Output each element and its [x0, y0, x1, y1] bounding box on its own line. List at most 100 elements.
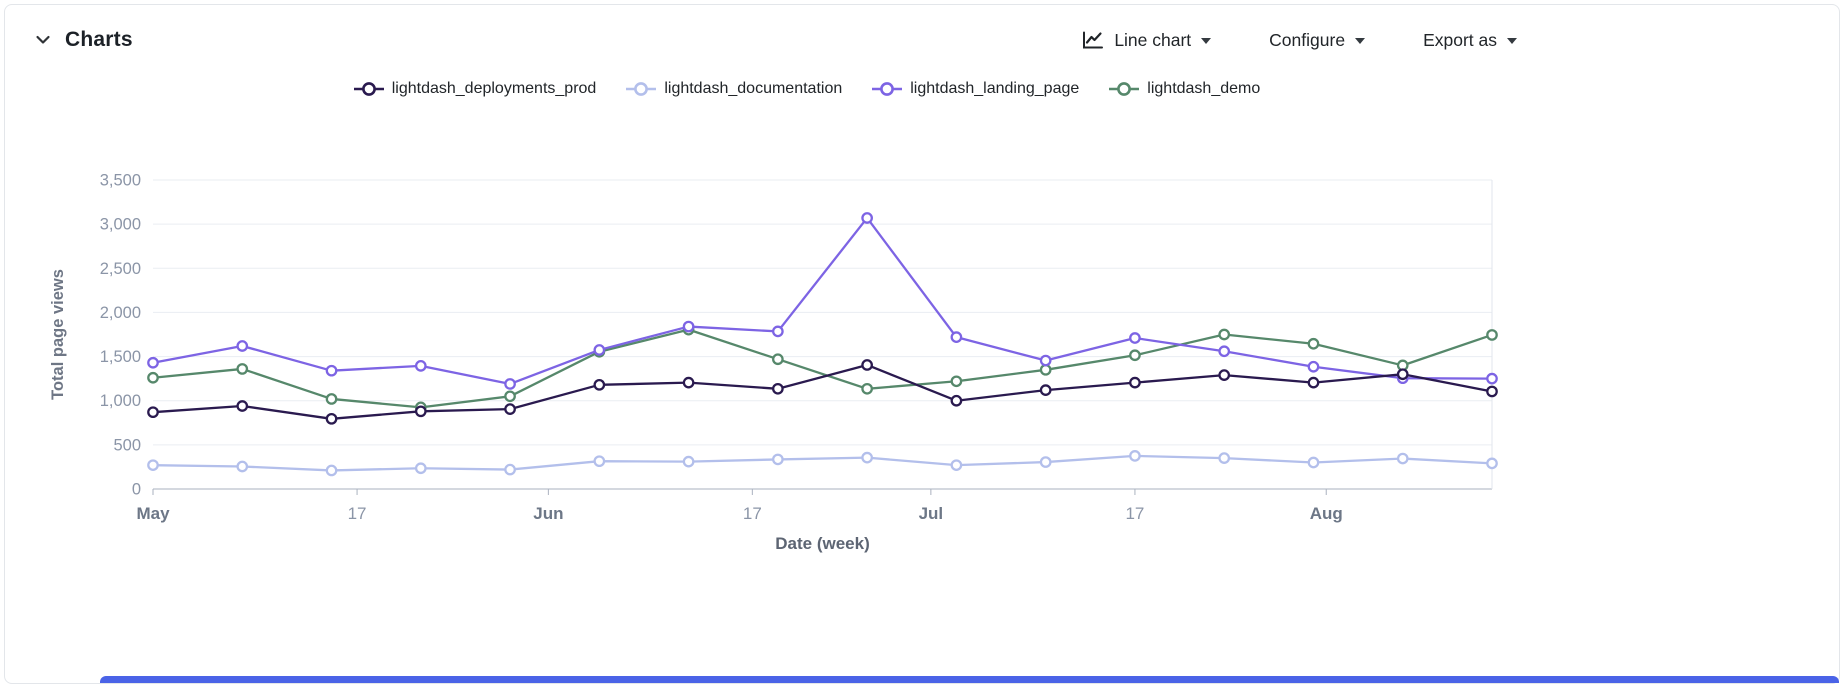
data-point[interactable]	[504, 403, 516, 415]
data-point[interactable]	[772, 382, 784, 395]
chart-type-button[interactable]: Line chart	[1079, 26, 1213, 55]
data-point[interactable]	[1396, 452, 1409, 465]
data-point[interactable]	[950, 331, 963, 343]
data-point[interactable]	[1129, 332, 1141, 344]
legend-item-lightdash_landing_page[interactable]: lightdash_landing_page	[872, 80, 1079, 98]
legend-item-lightdash_demo[interactable]: lightdash_demo	[1109, 80, 1260, 98]
data-point[interactable]	[1039, 354, 1052, 367]
data-point[interactable]	[1307, 337, 1320, 350]
series-line	[151, 454, 1494, 472]
data-point[interactable]	[1486, 385, 1498, 398]
legend-item-lightdash_documentation[interactable]: lightdash_documentation	[626, 80, 842, 98]
y-tick-label: 2,000	[100, 304, 141, 322]
data-point[interactable]	[147, 356, 159, 369]
data-point[interactable]	[147, 459, 159, 472]
x-tick-label: May	[136, 504, 170, 523]
data-point[interactable]	[950, 394, 963, 407]
data-point[interactable]	[682, 320, 695, 333]
data-point[interactable]	[861, 359, 873, 371]
data-point[interactable]	[1129, 450, 1141, 462]
x-tick-label: 17	[1125, 504, 1144, 523]
data-point[interactable]	[1218, 328, 1231, 341]
chart-type-label: Line chart	[1114, 29, 1192, 50]
data-point[interactable]	[1039, 456, 1052, 468]
collapse-panel-button[interactable]	[31, 28, 55, 52]
line-chart[interactable]: 0 500 1,000 1,500 2,000 2,500 3,000 3,500 May 17 J…	[5, 152, 1565, 572]
data-point[interactable]	[950, 375, 963, 388]
data-point[interactable]	[147, 406, 159, 419]
data-point[interactable]	[504, 378, 516, 390]
series-lightdash_landing_page[interactable]	[147, 212, 1498, 390]
legend-label: lightdash_landing_page	[910, 80, 1080, 97]
series-line	[151, 216, 1494, 386]
data-point[interactable]	[147, 371, 159, 384]
chevron-down-icon	[1355, 38, 1366, 44]
chart-toolbar: Line chart Configure Export as	[1079, 26, 1519, 55]
data-point[interactable]	[1218, 345, 1231, 358]
data-point[interactable]	[772, 453, 784, 466]
x-tick-label: Jul	[919, 504, 944, 523]
data-point[interactable]	[950, 459, 963, 472]
data-point[interactable]	[1307, 360, 1320, 373]
data-point[interactable]	[1218, 452, 1231, 464]
series-lightdash_documentation[interactable]	[147, 450, 1498, 477]
data-point[interactable]	[1486, 457, 1498, 470]
data-point[interactable]	[236, 460, 249, 473]
chevron-down-icon	[1201, 38, 1212, 44]
data-point[interactable]	[325, 412, 338, 425]
data-point[interactable]	[325, 393, 338, 405]
y-tick-label: 3,500	[100, 172, 141, 190]
data-point[interactable]	[861, 451, 873, 464]
series-lightdash_deployments_prod[interactable]	[147, 359, 1498, 425]
data-point[interactable]	[593, 455, 606, 468]
data-point[interactable]	[325, 364, 338, 377]
data-point[interactable]	[1486, 329, 1498, 341]
data-point[interactable]	[414, 462, 427, 475]
data-point[interactable]	[1039, 384, 1052, 396]
charts-panel: Charts Line chart Configure Export as li…	[4, 4, 1840, 684]
data-point[interactable]	[1129, 376, 1141, 389]
legend-label: lightdash_demo	[1147, 80, 1261, 97]
data-point[interactable]	[861, 382, 873, 395]
data-point[interactable]	[1307, 456, 1320, 469]
chart-legend: lightdash_deployments_prod lightdash_docu…	[5, 76, 1609, 102]
data-point[interactable]	[682, 455, 695, 468]
y-tick-label: 500	[113, 436, 141, 454]
data-point[interactable]	[414, 405, 427, 418]
chevron-down-icon	[1507, 38, 1517, 44]
series-line	[151, 328, 1494, 409]
data-point[interactable]	[1129, 349, 1141, 362]
data-point[interactable]	[593, 344, 606, 356]
configure-button[interactable]: Configure	[1267, 26, 1367, 55]
data-point[interactable]	[1039, 363, 1052, 376]
export-label: Export as	[1423, 29, 1497, 50]
data-point[interactable]	[236, 400, 249, 412]
data-point[interactable]	[504, 390, 516, 403]
legend-label: lightdash_deployments_prod	[391, 80, 597, 97]
x-tick-label: Aug	[1310, 504, 1343, 523]
export-button[interactable]: Export as	[1421, 26, 1519, 55]
data-point[interactable]	[1396, 368, 1409, 381]
data-point[interactable]	[772, 353, 784, 366]
panel-header: Charts Line chart Configure Export as	[5, 5, 1839, 62]
data-point[interactable]	[1486, 372, 1498, 385]
data-point[interactable]	[682, 376, 695, 389]
legend-marker-icon	[1109, 82, 1140, 96]
data-point[interactable]	[325, 464, 338, 477]
data-point[interactable]	[1307, 376, 1320, 389]
data-point[interactable]	[236, 340, 249, 352]
data-point[interactable]	[414, 359, 427, 372]
data-point[interactable]	[504, 463, 516, 476]
data-point[interactable]	[772, 325, 784, 338]
data-point[interactable]	[861, 212, 873, 224]
data-point[interactable]	[236, 363, 249, 375]
data-point[interactable]	[593, 378, 606, 391]
series-lightdash_demo[interactable]	[147, 323, 1498, 414]
next-panel-top-edge	[100, 676, 1839, 683]
legend-item-lightdash_deployments_prod[interactable]: lightdash_deployments_prod	[353, 80, 597, 98]
chart-area: 0 500 1,000 1,500 2,000 2,500 3,000 3,500 May 17 J…	[5, 152, 1839, 577]
configure-label: Configure	[1269, 29, 1346, 50]
series-line	[151, 363, 1494, 420]
y-tick-label: 0	[132, 481, 141, 499]
data-point[interactable]	[1218, 369, 1231, 381]
